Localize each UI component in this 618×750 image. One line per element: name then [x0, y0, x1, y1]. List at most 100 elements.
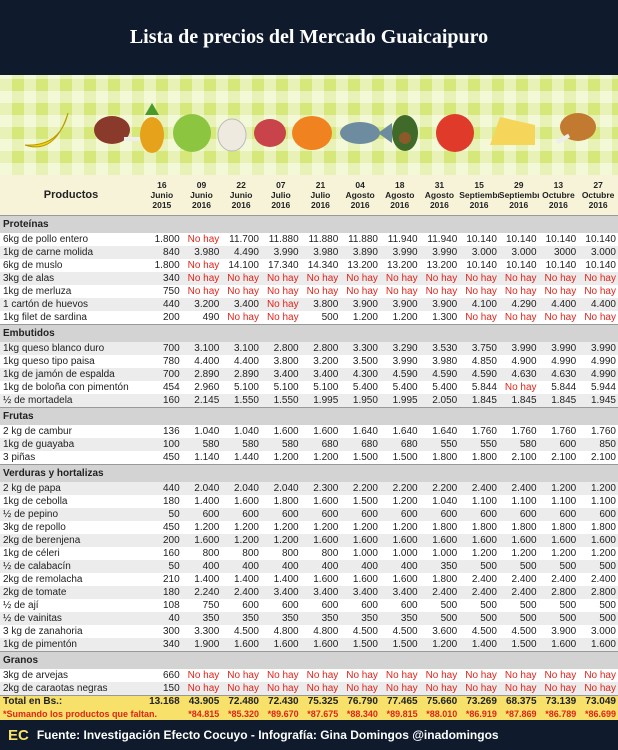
price-cell: 160: [142, 394, 182, 408]
price-cell: 400: [260, 560, 301, 573]
header-month: Agosto: [345, 190, 375, 200]
price-cell: No hay: [306, 670, 339, 681]
price-cell: 400: [379, 560, 420, 573]
total-row: Total en Bs.: 13.168 43.905 72.480 72.430 75.…: [0, 695, 618, 708]
price-cell: 1.760: [551, 426, 577, 437]
price-cell: 10.140: [545, 260, 577, 271]
price-cell: 2.300: [300, 482, 341, 495]
price-cell: 3.400: [300, 368, 341, 381]
price-cell: No hay: [181, 682, 222, 696]
price-cell: 350: [181, 612, 222, 625]
price-cell: 1.760: [590, 426, 616, 437]
price-cell: 3.400: [221, 298, 261, 311]
product-row: 1kg filet de sardina 200 490 No hay No hay 50…: [0, 311, 618, 325]
price-cell: 600: [459, 508, 499, 521]
price-cell: 1.400: [194, 496, 220, 507]
header-day: 15: [474, 180, 484, 190]
price-cell: 450: [162, 522, 180, 533]
product-name: 3 kg de zanahoria: [3, 626, 83, 637]
header-year: 2016: [231, 200, 251, 210]
price-cell: 550: [459, 438, 499, 451]
price-cell: No hay: [459, 682, 499, 696]
price-cell: 3.990: [498, 342, 539, 355]
price-cell: 5.944: [590, 382, 616, 393]
header-year: 2016: [548, 200, 568, 210]
price-cell: 660: [162, 670, 180, 681]
price-cell: 800: [242, 548, 259, 559]
price-cell: 600: [538, 438, 579, 451]
price-cell: 1.200: [194, 522, 220, 533]
price-cell: 1.600: [538, 534, 579, 547]
product-name: ½ de vainitas: [0, 612, 142, 625]
price-cell: No hay: [584, 670, 616, 681]
price-cell: 1.600: [313, 574, 339, 585]
price-cell: No hay: [340, 272, 380, 285]
product-row: 3kg de alas 340 No hay No hay No hay No hay No…: [0, 272, 618, 285]
price-cell: 800: [202, 548, 220, 559]
header-month: Septiembre: [498, 190, 539, 200]
price-cell: 4.590: [379, 368, 420, 381]
price-cell: 3.900: [379, 298, 420, 311]
price-cell: 440: [142, 298, 182, 311]
price-cell: No hay: [346, 286, 378, 297]
price-cell: 4.990: [578, 368, 618, 381]
price-cell: No hay: [538, 682, 579, 696]
header-year: 2016: [509, 200, 529, 210]
price-cell: 454: [162, 382, 180, 393]
product-name: 2 kg de cambur: [3, 426, 72, 437]
product-row: 6kg de muslo 1.800 No hay 14.100 17.340 14.34…: [0, 259, 618, 272]
price-cell: No hay: [260, 272, 301, 285]
price-cell: 350: [221, 612, 261, 625]
column-header: 13 Octubre 2016: [538, 175, 579, 216]
price-cell: 2.400: [511, 574, 537, 585]
product-row: ½ de vainitas 40 350 350 350 350 350 350 500 500 5…: [0, 612, 618, 625]
price-cell: 1.200: [392, 496, 418, 507]
header-day: 04: [355, 180, 365, 190]
price-cell: 5.400: [352, 382, 378, 393]
price-cell: 2.040: [221, 482, 261, 495]
price-cell: 1.600: [538, 638, 579, 652]
price-cell: 500: [480, 600, 497, 611]
price-cell: No hay: [260, 682, 301, 696]
total-cell: 75.660: [419, 695, 460, 708]
price-cell: 2.040: [260, 482, 301, 495]
product-name: 1kg de guayaba: [0, 438, 142, 451]
price-cell: 4.490: [221, 246, 261, 259]
price-cell: 1.500: [352, 496, 378, 507]
header-month: Octubre: [542, 190, 575, 200]
price-cell: No hay: [504, 670, 537, 681]
price-cell: No hay: [187, 286, 220, 297]
total-cell: 68.375: [498, 695, 539, 708]
price-cell: 2.400: [551, 574, 577, 585]
price-cell: 340: [142, 638, 182, 652]
price-cell: No hay: [584, 286, 616, 297]
price-cell: 1.800: [154, 234, 180, 245]
price-table: Productos 16 Junio 2015 09 Junio 2016 22 Junio 20…: [0, 175, 618, 720]
product-row: 2kg de berenjena 200 1.600 1.200 1.200 1.600 1…: [0, 534, 618, 547]
price-cell: 1.600: [300, 638, 341, 652]
product-name: 2kg de berenjena: [0, 534, 142, 547]
price-cell: 17.340: [268, 260, 299, 271]
price-cell: 1.000: [392, 548, 418, 559]
price-cell: 4.800: [313, 626, 339, 637]
price-cell: No hay: [379, 272, 420, 285]
price-cell: 3.400: [260, 368, 301, 381]
product-name: ½ de ají: [3, 600, 39, 611]
price-cell: 500: [538, 560, 579, 573]
price-cell: 600: [242, 600, 259, 611]
footnote-cell: *86.789: [538, 708, 579, 720]
price-cell: No hay: [227, 312, 259, 323]
price-cell: No hay: [266, 312, 299, 323]
price-cell: No hay: [221, 682, 261, 696]
price-cell: 4.500: [352, 626, 378, 637]
price-cell: 3.100: [221, 342, 261, 355]
product-name: 2kg de caraotas negras: [0, 682, 142, 696]
price-cell: 1.100: [471, 496, 497, 507]
column-header: 29Septiembre2016: [498, 175, 539, 216]
product-name: 1kg de céleri: [3, 548, 60, 559]
price-cell: 3.990: [538, 342, 579, 355]
category-row: Granos: [0, 651, 618, 669]
footnote-cell: *88.010: [419, 708, 460, 720]
price-cell: 3.400: [260, 586, 301, 599]
price-cell: 1.300: [432, 312, 458, 323]
